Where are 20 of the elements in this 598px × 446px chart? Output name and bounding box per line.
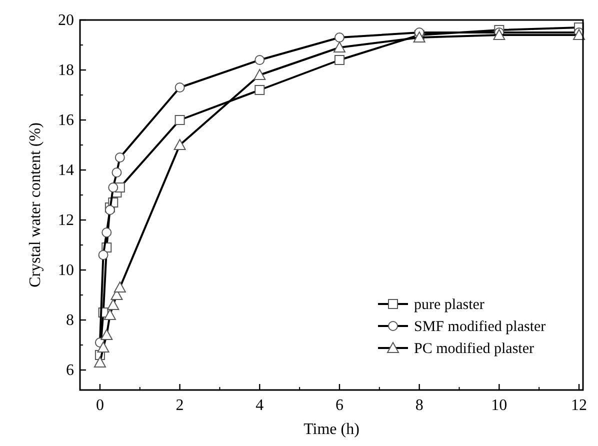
y-tick-label: 12 <box>58 212 74 229</box>
x-tick-label: 12 <box>571 397 588 414</box>
y-tick-label: 20 <box>58 12 74 29</box>
legend-label: SMF modified plaster <box>414 319 546 335</box>
y-tick-label: 18 <box>58 62 74 79</box>
y-axis-title: Crystal water content (%) <box>27 122 44 288</box>
x-tick-label: 4 <box>256 397 264 414</box>
x-tick-label: 2 <box>176 397 184 414</box>
y-tick-label: 16 <box>58 112 74 129</box>
y-tick-label: 10 <box>58 262 74 279</box>
y-tick-label: 14 <box>58 162 74 179</box>
x-tick-label: 0 <box>96 397 104 414</box>
y-tick-label: 8 <box>66 312 74 329</box>
x-tick-label: 6 <box>335 397 344 414</box>
y-tick-label: 6 <box>66 362 74 379</box>
legend-label: pure plaster <box>414 297 484 313</box>
x-tick-label: 8 <box>415 397 424 414</box>
x-tick-label: 10 <box>491 397 508 414</box>
legend-label: PC modified plaster <box>414 341 534 357</box>
x-axis-title: Time (h) <box>304 421 360 438</box>
